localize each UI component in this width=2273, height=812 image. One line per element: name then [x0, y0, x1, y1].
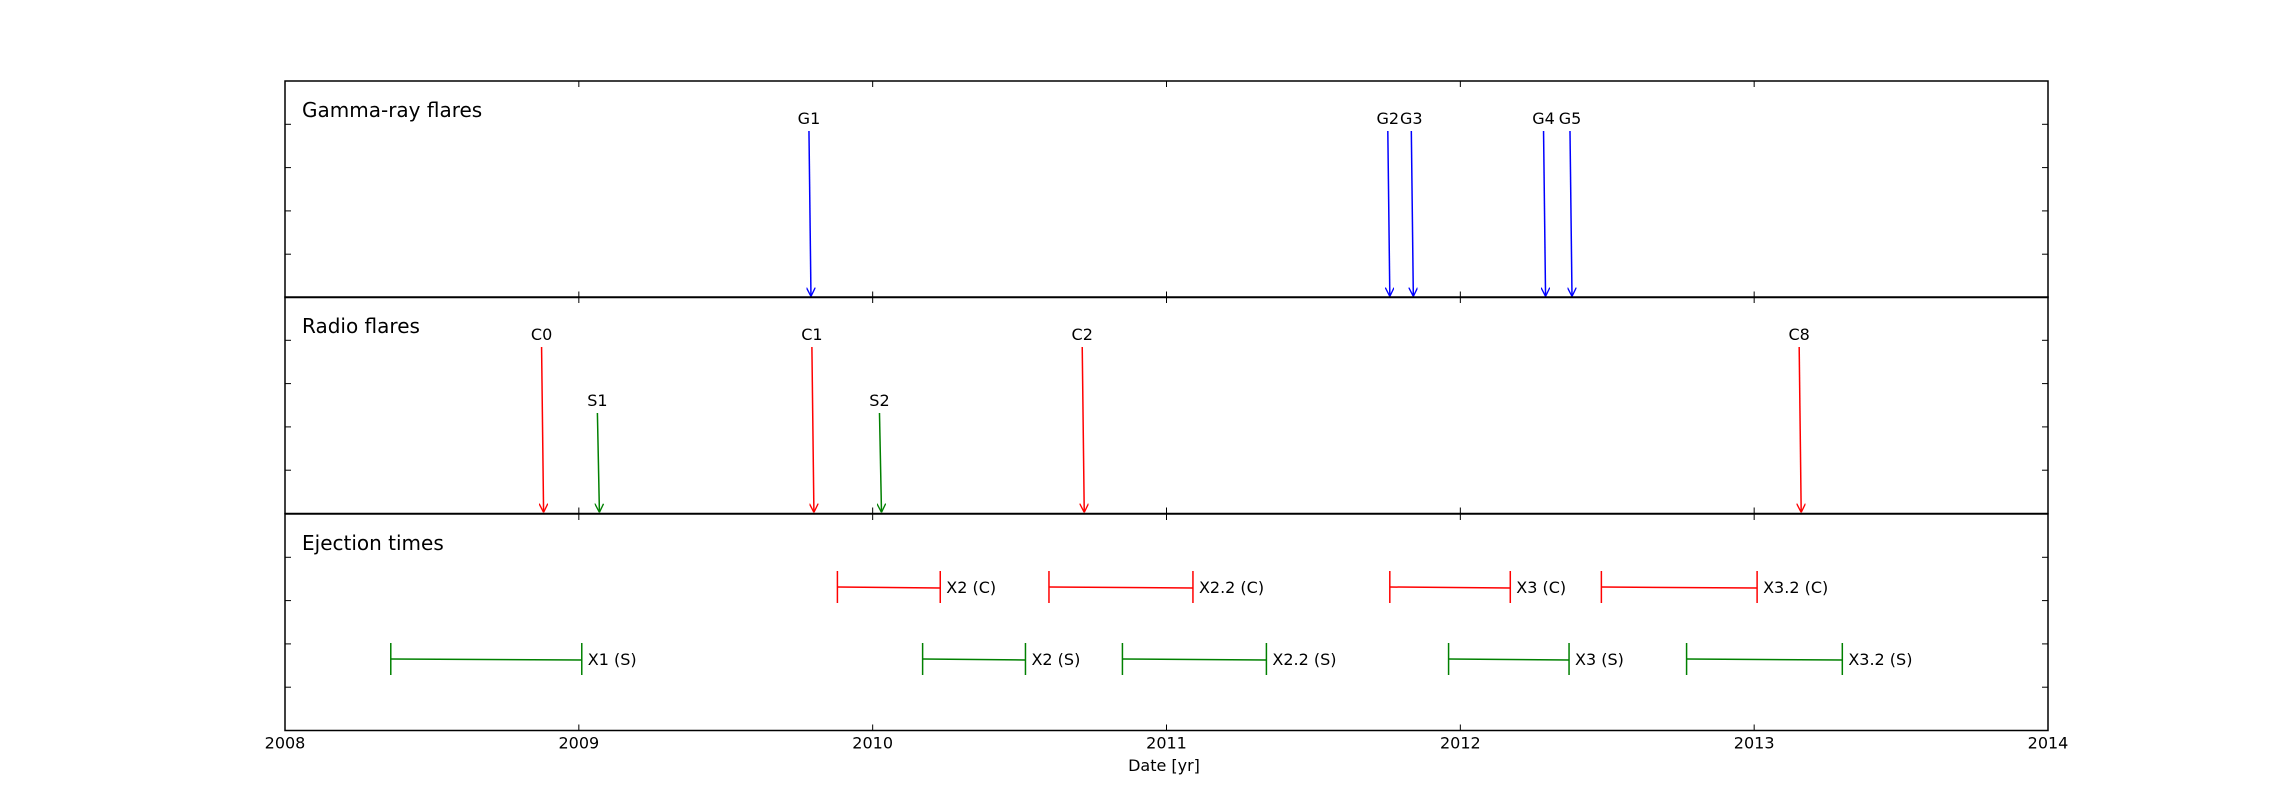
flare-label: S1 [587, 391, 607, 410]
interval-label: X2.2 (S) [1272, 650, 1336, 669]
ejection-interval [1601, 586, 1758, 589]
panels-layer: Gamma-ray flares G1 G2 G3 G4 G5 Radio flares C0… [284, 80, 2049, 732]
flare-arrow [1082, 346, 1084, 512]
x-tick-label: 2011 [1146, 734, 1187, 753]
ejection-interval [922, 658, 1026, 661]
ejection-interval [1448, 658, 1570, 661]
interval-label: X2 (S) [1031, 650, 1080, 669]
flare-label: C0 [531, 325, 552, 344]
interval-label: X3.2 (C) [1763, 578, 1828, 597]
flare-arrow [1799, 346, 1801, 512]
flare-label: G2 [1377, 109, 1400, 128]
flare-arrow [879, 412, 881, 512]
interval-label: X2 (C) [946, 578, 996, 597]
flare-label: G3 [1400, 109, 1423, 128]
interval-label: X2.2 (C) [1199, 578, 1264, 597]
interval-label: X3 (S) [1575, 650, 1624, 669]
flare-arrow [597, 412, 599, 512]
flare-label: C8 [1789, 325, 1810, 344]
panel-radio: Radio flares C0 S1 C1 S2 C2 C8 [284, 296, 2049, 515]
flare-arrow [1544, 130, 1546, 296]
panel-ejection: Ejection times X2 (C) X2.2 (C) X3 (C) X3.2 (… [284, 513, 2049, 732]
flare-arrow [1388, 130, 1390, 296]
panel-title: Gamma-ray flares [302, 98, 482, 122]
x-axis: Date [yr] 2008 2009 2010 2011 2012 2013 2014 [265, 734, 2069, 776]
panel-gamma: Gamma-ray flares G1 G2 G3 G4 G5 [284, 80, 2049, 299]
ejection-interval [1686, 658, 1843, 661]
flare-arrow [1570, 130, 1572, 296]
x-tick-label: 2008 [265, 734, 306, 753]
flare-label: G5 [1559, 109, 1582, 128]
interval-label: X1 (S) [588, 650, 637, 669]
flare-label: G1 [798, 109, 821, 128]
flare-label: C2 [1072, 325, 1093, 344]
flare-arrow [809, 130, 811, 296]
flare-arrow [1411, 130, 1413, 296]
flare-arrow [542, 346, 544, 512]
x-tick-label: 2009 [558, 734, 599, 753]
x-axis-label: Date [yr] [1128, 756, 1200, 775]
interval-label: X3 (C) [1516, 578, 1566, 597]
ejection-interval [837, 586, 941, 589]
ejection-interval [1389, 586, 1511, 589]
x-tick-label: 2013 [1734, 734, 1775, 753]
x-tick-label: 2012 [1440, 734, 1481, 753]
ejection-interval [1122, 658, 1267, 661]
flare-label: S2 [869, 391, 889, 410]
ejection-interval [390, 658, 582, 661]
panel-frame [284, 513, 2049, 732]
flare-label: G4 [1532, 109, 1555, 128]
flare-arrow [812, 346, 814, 512]
panel-title: Radio flares [302, 314, 420, 338]
panel-title: Ejection times [302, 531, 444, 555]
ejection-interval [1048, 586, 1193, 589]
interval-label: X3.2 (S) [1848, 650, 1912, 669]
panel-frame [284, 80, 2049, 299]
x-tick-label: 2014 [2028, 734, 2069, 753]
x-tick-label: 2010 [852, 734, 893, 753]
flare-label: C1 [801, 325, 822, 344]
